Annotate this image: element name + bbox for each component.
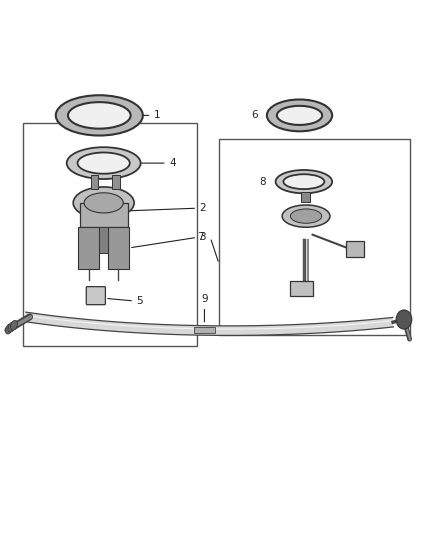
Ellipse shape [84, 193, 123, 213]
Bar [99, 227, 108, 253]
Bar [194, 327, 215, 333]
Bar [108, 227, 129, 269]
Bar [219, 139, 410, 335]
Bar [346, 241, 364, 257]
Ellipse shape [283, 174, 324, 189]
Text: 1: 1 [154, 110, 160, 120]
Ellipse shape [8, 322, 15, 332]
Ellipse shape [11, 320, 18, 330]
Text: 6: 6 [251, 110, 258, 120]
Ellipse shape [290, 209, 322, 223]
Polygon shape [25, 312, 393, 335]
Bar [113, 175, 120, 189]
Bar [301, 192, 311, 202]
Text: 7: 7 [197, 232, 204, 243]
Bar [80, 203, 127, 227]
Ellipse shape [276, 170, 332, 193]
Text: 8: 8 [259, 176, 266, 187]
Bar [78, 227, 99, 269]
Text: 5: 5 [136, 296, 143, 306]
Ellipse shape [73, 187, 134, 219]
Bar [91, 175, 99, 189]
Ellipse shape [277, 106, 322, 125]
FancyBboxPatch shape [86, 287, 106, 305]
Ellipse shape [78, 152, 130, 174]
Ellipse shape [56, 95, 143, 135]
Ellipse shape [5, 324, 12, 334]
Bar [290, 281, 314, 296]
Ellipse shape [67, 147, 141, 179]
Circle shape [396, 310, 412, 329]
Text: 3: 3 [199, 232, 206, 243]
Ellipse shape [68, 102, 131, 128]
Ellipse shape [282, 205, 330, 227]
Bar [23, 123, 197, 346]
Ellipse shape [267, 100, 332, 131]
Text: 4: 4 [169, 158, 176, 168]
Text: 9: 9 [201, 294, 208, 304]
Text: 2: 2 [199, 203, 206, 213]
